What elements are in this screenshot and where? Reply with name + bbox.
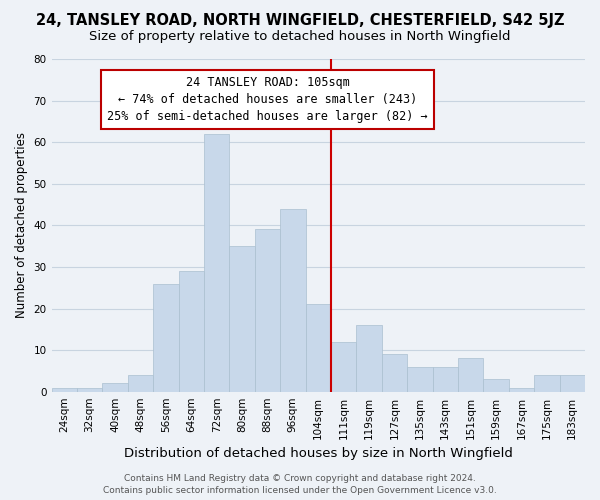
Text: Size of property relative to detached houses in North Wingfield: Size of property relative to detached ho… [89, 30, 511, 43]
Y-axis label: Number of detached properties: Number of detached properties [15, 132, 28, 318]
Text: 24 TANSLEY ROAD: 105sqm
← 74% of detached houses are smaller (243)
25% of semi-d: 24 TANSLEY ROAD: 105sqm ← 74% of detache… [107, 76, 428, 122]
Bar [407, 366, 433, 392]
Bar [534, 375, 560, 392]
Text: Contains HM Land Registry data © Crown copyright and database right 2024.
Contai: Contains HM Land Registry data © Crown c… [103, 474, 497, 495]
Bar [255, 230, 280, 392]
Bar [229, 246, 255, 392]
Bar [382, 354, 407, 392]
Bar [305, 304, 331, 392]
Bar [433, 366, 458, 392]
Bar [331, 342, 356, 392]
Bar [509, 388, 534, 392]
Bar [52, 388, 77, 392]
Bar [560, 375, 585, 392]
Bar [153, 284, 179, 392]
Text: 24, TANSLEY ROAD, NORTH WINGFIELD, CHESTERFIELD, S42 5JZ: 24, TANSLEY ROAD, NORTH WINGFIELD, CHEST… [36, 12, 564, 28]
Bar [280, 208, 305, 392]
Bar [458, 358, 484, 392]
Bar [103, 384, 128, 392]
Bar [484, 379, 509, 392]
Bar [179, 271, 204, 392]
X-axis label: Distribution of detached houses by size in North Wingfield: Distribution of detached houses by size … [124, 447, 513, 460]
Bar [204, 134, 229, 392]
Bar [77, 388, 103, 392]
Bar [356, 325, 382, 392]
Bar [128, 375, 153, 392]
